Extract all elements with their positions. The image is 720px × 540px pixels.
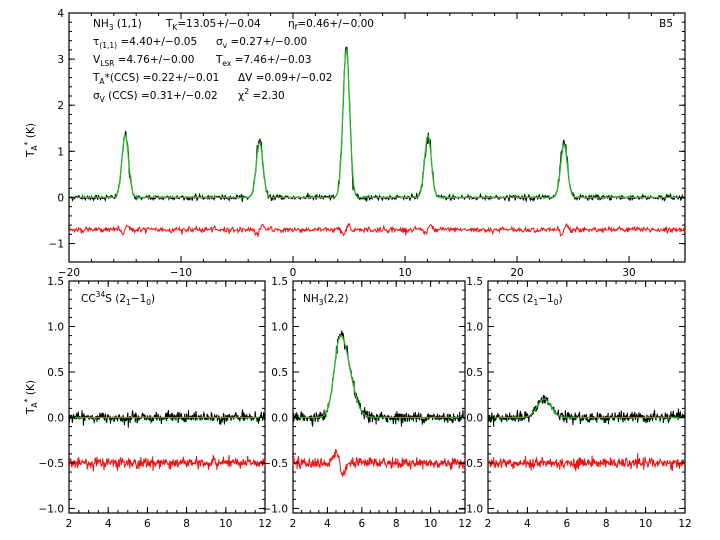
nh3-22-axes-frame xyxy=(292,280,466,514)
cc34s-xtick-label: 4 xyxy=(105,518,112,530)
cc34s-xtick-label: 12 xyxy=(258,518,271,530)
nh3-22-ytick-label: 0.5 xyxy=(271,367,288,379)
top-ytick-label: −1 xyxy=(49,239,64,251)
nh3-22-ytick-label: 1.5 xyxy=(271,276,288,288)
cc34s-xtick-label: 8 xyxy=(183,518,190,530)
source-tag: B5 xyxy=(659,18,673,30)
ccs-xtick-label: 8 xyxy=(603,518,610,530)
top-xtick-label: −10 xyxy=(170,267,192,279)
nh3-22-xtick-label: 6 xyxy=(358,518,365,530)
ann-eta: ηf=0.46+/−0.00 xyxy=(288,18,374,32)
cc34s-residual-series xyxy=(68,454,266,472)
cc34s-ytick-label: 0.5 xyxy=(47,367,64,379)
cc34s-label: CC34S (21−10) xyxy=(81,290,155,307)
ann-chi2: χ2 =2.30 xyxy=(238,87,285,102)
top-residual-series xyxy=(68,222,686,237)
top-spectrum-series xyxy=(68,46,686,203)
cc34s-xtick-label: 10 xyxy=(219,518,232,530)
nh3-22-ytick-label: 0.0 xyxy=(271,412,288,424)
nh3-22-xtick-label: 2 xyxy=(290,518,297,530)
ann-dv: ΔV =0.09+/−0.02 xyxy=(238,72,332,84)
top-ytick-label: 1 xyxy=(57,146,64,158)
nh3-22-xtick-label: 8 xyxy=(393,518,400,530)
nh3-22-xtick-label: 12 xyxy=(458,518,471,530)
ccs-xtick-label: 2 xyxy=(485,518,492,530)
top-xtick-label: −20 xyxy=(58,267,80,279)
ann-tk: TK=13.05+/−0.04 xyxy=(165,18,261,32)
top-ytick-label: 0 xyxy=(57,192,64,204)
ccs-ytick-label: −1.0 xyxy=(458,503,484,515)
ann-vlsr: VLSR =4.76+/−0.00 xyxy=(93,54,194,68)
nh3-22-ytick-label: 1.0 xyxy=(271,321,288,333)
ccs-ytick-label: 1.5 xyxy=(466,276,483,288)
top-ytick-label: 2 xyxy=(57,100,64,112)
top-ytick-label: 4 xyxy=(57,8,64,20)
top-xtick-label: 0 xyxy=(290,267,297,279)
nh3-22-ytick-label: −1.0 xyxy=(263,503,289,515)
ann-tau: τ(1,1) =4.40+/−0.05 xyxy=(93,36,197,50)
ccs-axes-frame xyxy=(487,280,686,514)
ccs-xtick-label: 12 xyxy=(678,518,691,530)
cc34s-ytick-label: 1.5 xyxy=(47,276,64,288)
cc34s-xtick-label: 6 xyxy=(144,518,151,530)
ann-sigma-ccs: σV (CCS) =0.31+/−0.02 xyxy=(93,90,218,104)
nh3-22-ytick-label: −0.5 xyxy=(263,458,289,470)
top-xtick-label: 10 xyxy=(398,267,411,279)
nh3-22-label: NH3(2,2) xyxy=(303,293,348,307)
cc34s-ytick-label: −1.0 xyxy=(39,503,65,515)
cc34s-axes-frame xyxy=(68,280,266,514)
cc34s-spectrum-series xyxy=(68,409,266,428)
ccs-xtick-label: 10 xyxy=(639,518,652,530)
panel-nh3-22: 2 4 6 8 10 12 −1.0 −0.5 0.0 0.5 1.0 1.5 NH3(2,2) xyxy=(263,276,472,530)
nh3-22-xtick-label: 4 xyxy=(324,518,331,530)
nh3-22-spectrum-series xyxy=(292,330,466,428)
top-xtick-label: 30 xyxy=(622,267,635,279)
ann-molecule: NH3 (1,1) xyxy=(93,18,142,32)
ccs-label: CCS (21−10) xyxy=(498,293,563,307)
cc34s-ytick-label: −0.5 xyxy=(39,458,65,470)
panel-cc34s: 2 4 6 8 10 12 −1.0 −0.5 0.0 0.5 1.0 1.5 CC34S (21−1… xyxy=(23,276,272,530)
ann-ta-ccs: TA*(CCS) =0.22+/−0.01 xyxy=(92,72,219,86)
top-axes-frame xyxy=(68,12,686,263)
ccs-xtick-label: 4 xyxy=(524,518,531,530)
top-fit-series xyxy=(69,47,685,199)
nh3-22-residual-series xyxy=(292,449,466,478)
nh3-22-xtick-label: 10 xyxy=(424,518,437,530)
cc34s-xtick-label: 2 xyxy=(66,518,73,530)
ccs-fit-series xyxy=(488,398,685,419)
ccs-ytick-label: −0.5 xyxy=(458,458,484,470)
ccs-ytick-label: 1.0 xyxy=(466,321,483,333)
top-xtick-label: 20 xyxy=(510,267,523,279)
panel-ccs: 2 4 6 8 10 12 −1.0 −0.5 0.0 0.5 1.0 1.5 CCS (21−10) xyxy=(458,276,692,530)
ccs-ytick-label: 0.5 xyxy=(466,367,483,379)
top-ytick-label: 3 xyxy=(57,54,64,66)
cc34s-ytick-label: 1.0 xyxy=(47,321,64,333)
bottom-ylabel: TA* (K) xyxy=(23,380,39,415)
ccs-ytick-label: 0.0 xyxy=(466,412,483,424)
ann-tex: Tex =7.46+/−0.03 xyxy=(215,54,311,68)
ccs-residual-series xyxy=(487,453,686,472)
cc34s-ytick-label: 0.0 xyxy=(47,412,64,424)
ccs-xtick-label: 6 xyxy=(563,518,570,530)
ann-sigma-v: σv =0.27+/−0.00 xyxy=(216,36,307,50)
top-ylabel: TA* (K) xyxy=(23,123,39,158)
nh3-22-fit-series xyxy=(293,334,465,419)
ccs-spectrum-series xyxy=(487,394,686,427)
